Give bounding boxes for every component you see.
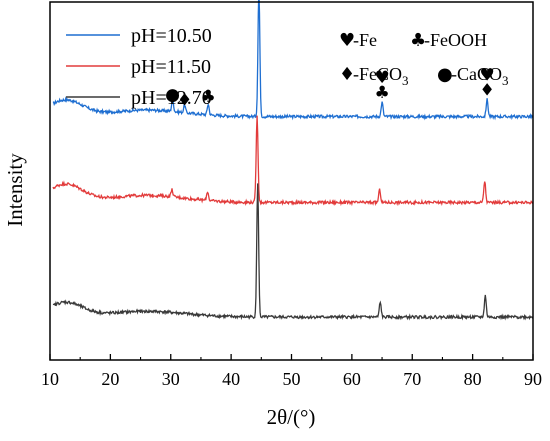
phase-key-label: -Fe [353,30,377,50]
y-axis-label: Intensity [3,153,27,227]
legend-label: pH=10.50 [131,25,212,47]
x-tick-label: 70 [403,369,421,389]
phase-key-symbol: ● [437,64,453,85]
phase-key-symbol: ♥ [339,30,355,51]
peak-marker-symbol: ♣ [201,87,216,107]
series-line-1 [52,0,534,121]
peak-marker-symbol: ♥ [479,65,494,85]
phase-key-symbol: ♦ [339,64,355,85]
x-tick-label: 60 [343,369,361,389]
x-tick-label: 80 [464,369,482,389]
x-tick-label: 10 [41,369,59,389]
x-axis: 10 20 30 40 50 60 70 80 90 [41,354,542,389]
x-tick-label: 40 [222,369,240,389]
phase-key-symbol: ♣ [410,30,426,51]
x-tick-label: 90 [524,369,542,389]
x-tick-label: 20 [101,369,119,389]
series-line-3 [52,183,534,321]
peak-marker-symbol: ● [165,85,180,105]
legend-label: pH=12.70 [131,87,212,109]
phase-key-label: -FeOOH [424,30,487,50]
peak-marker-symbol: ♣ [374,83,389,103]
series-layer [52,0,534,321]
peak-marker-symbol: ♥ [374,68,389,88]
x-tick-label: 50 [283,369,301,389]
peak-markers: ●♦♣♥♥♣♥♦ [165,65,495,110]
x-axis-label: 2θ/(°) [267,405,316,429]
phase-key: ♥-Fe ♣-FeOOH♦-FeCO3 ●-CaCO3 [339,30,509,88]
plot-frame [49,1,534,361]
peak-marker-symbol: ♦ [177,90,192,110]
x-tick-label: 30 [162,369,180,389]
series-line-2 [52,115,534,207]
peak-marker-symbol: ♦ [479,80,494,100]
legend: pH=10.50 pH=11.50 pH=12.70 [66,25,212,109]
legend-label: pH=11.50 [131,56,211,78]
